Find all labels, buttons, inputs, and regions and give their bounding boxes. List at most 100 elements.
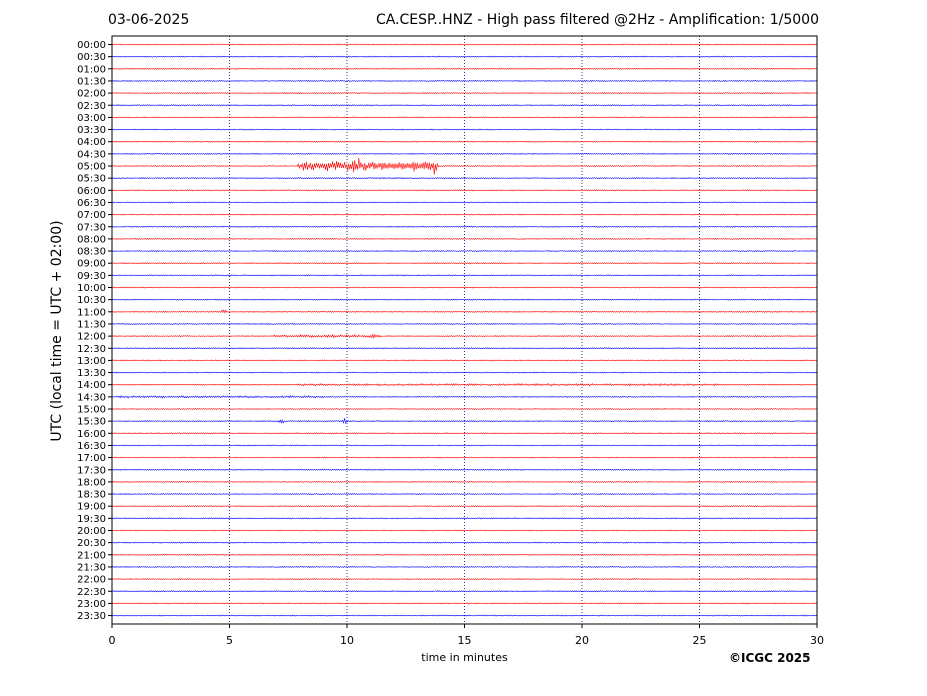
trace-row-31 — [111, 418, 818, 425]
trace-row-41 — [111, 541, 818, 544]
row-label-27: 13:30 — [77, 368, 106, 379]
trace-row-3 — [111, 79, 818, 82]
trace-row-20 — [111, 286, 818, 289]
row-label-30: 15:00 — [77, 405, 106, 416]
row-label-41: 20:30 — [77, 538, 106, 549]
row-label-33: 16:30 — [77, 441, 106, 452]
trace-row-13 — [111, 201, 818, 204]
trace-row-45 — [111, 590, 818, 593]
y-axis-label: UTC (local time = UTC + 02:00) — [49, 220, 65, 442]
trace-row-11 — [111, 176, 818, 180]
row-label-26: 13:00 — [77, 356, 106, 367]
row-label-11: 05:30 — [77, 174, 106, 185]
row-label-14: 07:00 — [77, 210, 106, 221]
row-label-47: 23:30 — [77, 611, 106, 622]
x-tick-label-6: 30 — [810, 634, 824, 647]
trace-row-21 — [111, 298, 818, 301]
row-label-10: 05:00 — [77, 162, 106, 173]
trace-row-32 — [111, 432, 818, 435]
trace-row-7 — [111, 128, 818, 131]
row-label-46: 23:00 — [77, 599, 106, 610]
row-label-45: 22:30 — [77, 587, 106, 598]
vertical-grid-lines — [229, 36, 700, 624]
row-label-34: 17:00 — [77, 453, 106, 464]
trace-row-35 — [111, 468, 818, 471]
trace-row-10 — [111, 157, 818, 175]
trace-row-29 — [111, 394, 818, 399]
x-tick-label-0: 0 — [109, 634, 116, 647]
trace-row-0 — [111, 43, 818, 46]
row-label-4: 02:00 — [77, 89, 106, 100]
row-label-44: 22:00 — [77, 575, 106, 586]
date-label: 03-06-2025 — [108, 12, 190, 28]
row-label-42: 21:00 — [77, 550, 106, 561]
trace-row-19 — [111, 274, 818, 277]
trace-row-25 — [111, 347, 818, 350]
row-label-3: 01:30 — [77, 76, 106, 87]
seismogram-traces — [111, 43, 818, 617]
trace-row-17 — [111, 250, 818, 253]
x-tick-label-4: 20 — [575, 634, 589, 647]
row-label-18: 09:00 — [77, 259, 106, 270]
trace-row-38 — [111, 505, 818, 508]
row-label-22: 11:00 — [77, 307, 106, 318]
row-label-43: 21:30 — [77, 562, 106, 573]
chart-title: CA.CESP..HNZ - High pass filtered @2Hz -… — [375, 12, 819, 28]
x-tick-label-2: 10 — [340, 634, 354, 647]
row-label-23: 11:30 — [77, 319, 106, 330]
row-label-1: 00:30 — [77, 52, 106, 63]
trace-row-22 — [111, 309, 818, 314]
row-label-38: 19:00 — [77, 502, 106, 513]
row-label-24: 12:00 — [77, 332, 106, 343]
trace-row-14 — [111, 213, 818, 216]
row-label-12: 06:00 — [77, 186, 106, 197]
trace-row-40 — [111, 529, 818, 532]
trace-row-5 — [111, 104, 818, 107]
row-label-20: 10:00 — [77, 283, 106, 294]
row-label-25: 12:30 — [77, 344, 106, 355]
row-label-7: 03:30 — [77, 125, 106, 136]
row-label-36: 18:00 — [77, 477, 106, 488]
row-label-35: 17:30 — [77, 465, 106, 476]
row-label-39: 19:30 — [77, 514, 106, 525]
trace-row-34 — [111, 456, 818, 459]
x-axis-label: time in minutes — [421, 651, 508, 664]
row-label-9: 04:30 — [77, 149, 106, 160]
row-label-2: 01:00 — [77, 64, 106, 75]
trace-row-42 — [111, 553, 818, 556]
trace-row-6 — [111, 116, 818, 119]
row-label-15: 07:30 — [77, 222, 106, 233]
x-tick-label-1: 5 — [226, 634, 233, 647]
trace-row-46 — [111, 602, 818, 605]
row-label-32: 16:00 — [77, 429, 106, 440]
trace-row-8 — [111, 140, 818, 143]
x-tick-label-5: 25 — [693, 634, 707, 647]
trace-row-9 — [111, 152, 818, 155]
trace-row-4 — [111, 92, 818, 95]
trace-row-28 — [111, 382, 818, 387]
x-tick-label-3: 15 — [458, 634, 472, 647]
trace-row-15 — [111, 225, 818, 228]
row-label-13: 06:30 — [77, 198, 106, 209]
trace-row-43 — [111, 565, 818, 568]
row-label-19: 09:30 — [77, 271, 106, 282]
trace-row-1 — [111, 55, 818, 58]
trace-row-47 — [111, 614, 818, 617]
trace-row-2 — [111, 67, 818, 70]
row-label-40: 20:00 — [77, 526, 106, 537]
row-label-0: 00:00 — [77, 40, 106, 51]
trace-row-18 — [111, 262, 818, 265]
trace-row-24 — [111, 333, 818, 339]
trace-row-26 — [111, 359, 818, 362]
trace-row-36 — [111, 480, 818, 483]
x-tick-labels: 0 5 10 15 20 25 30 — [109, 624, 824, 647]
row-label-37: 18:30 — [77, 490, 106, 501]
copyright-label: ©ICGC 2025 — [729, 651, 811, 665]
trace-row-39 — [111, 517, 818, 520]
trace-row-27 — [111, 371, 818, 374]
trace-row-23 — [111, 322, 818, 325]
row-label-16: 08:00 — [77, 234, 106, 245]
row-label-8: 04:00 — [77, 137, 106, 148]
